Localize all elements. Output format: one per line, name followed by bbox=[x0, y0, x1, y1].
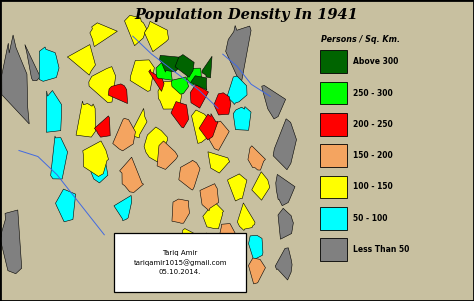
Polygon shape bbox=[55, 189, 76, 222]
FancyBboxPatch shape bbox=[114, 233, 246, 292]
Polygon shape bbox=[46, 91, 62, 132]
Polygon shape bbox=[114, 195, 132, 221]
Polygon shape bbox=[128, 108, 147, 138]
Polygon shape bbox=[248, 258, 265, 284]
Polygon shape bbox=[227, 76, 247, 104]
Polygon shape bbox=[200, 184, 219, 211]
Polygon shape bbox=[144, 127, 168, 162]
Polygon shape bbox=[179, 160, 200, 190]
Polygon shape bbox=[172, 199, 190, 223]
Polygon shape bbox=[113, 118, 136, 151]
Polygon shape bbox=[130, 60, 155, 92]
Text: Persons / Sq. Km.: Persons / Sq. Km. bbox=[321, 35, 400, 44]
Bar bbox=[320, 238, 347, 261]
Polygon shape bbox=[208, 121, 229, 150]
Polygon shape bbox=[157, 141, 178, 169]
Polygon shape bbox=[233, 107, 251, 130]
Polygon shape bbox=[191, 110, 211, 143]
Text: 250 - 300: 250 - 300 bbox=[353, 88, 393, 98]
Polygon shape bbox=[202, 56, 212, 78]
Polygon shape bbox=[228, 174, 247, 201]
Polygon shape bbox=[237, 203, 255, 231]
Text: Less Than 50: Less Than 50 bbox=[353, 245, 410, 254]
Polygon shape bbox=[125, 15, 146, 46]
Polygon shape bbox=[90, 23, 118, 47]
Polygon shape bbox=[262, 85, 286, 119]
Text: Tariq Amir
tariqamir1015@gmail.com
05.10.2014.: Tariq Amir tariqamir1015@gmail.com 05.10… bbox=[133, 250, 227, 275]
Polygon shape bbox=[160, 245, 180, 277]
Polygon shape bbox=[278, 208, 293, 239]
Polygon shape bbox=[158, 81, 182, 109]
Bar bbox=[320, 144, 347, 167]
Polygon shape bbox=[2, 35, 29, 124]
Text: 200 - 250: 200 - 250 bbox=[353, 120, 393, 129]
Polygon shape bbox=[191, 76, 207, 90]
Polygon shape bbox=[252, 172, 270, 200]
Bar bbox=[320, 207, 347, 229]
Polygon shape bbox=[94, 116, 110, 137]
Polygon shape bbox=[171, 77, 189, 94]
Polygon shape bbox=[199, 113, 218, 140]
Polygon shape bbox=[276, 174, 295, 206]
Polygon shape bbox=[89, 67, 116, 103]
Polygon shape bbox=[219, 224, 237, 244]
Polygon shape bbox=[119, 157, 144, 192]
Polygon shape bbox=[156, 60, 172, 80]
Text: 100 - 150: 100 - 150 bbox=[353, 182, 393, 191]
Polygon shape bbox=[275, 248, 292, 280]
Polygon shape bbox=[175, 54, 194, 77]
Text: 50 - 100: 50 - 100 bbox=[353, 214, 388, 223]
Polygon shape bbox=[149, 70, 164, 92]
Polygon shape bbox=[226, 26, 251, 85]
Polygon shape bbox=[208, 152, 230, 173]
Polygon shape bbox=[0, 210, 22, 274]
Bar bbox=[320, 50, 347, 73]
Polygon shape bbox=[248, 146, 265, 170]
Polygon shape bbox=[25, 45, 40, 81]
Polygon shape bbox=[181, 228, 200, 255]
Polygon shape bbox=[145, 21, 169, 52]
Bar bbox=[320, 113, 347, 135]
Bar bbox=[320, 82, 347, 104]
Polygon shape bbox=[108, 84, 128, 104]
Bar bbox=[320, 175, 347, 198]
Polygon shape bbox=[67, 45, 95, 75]
Text: Population Density In 1941: Population Density In 1941 bbox=[135, 8, 358, 22]
Polygon shape bbox=[248, 235, 263, 260]
Text: Above 300: Above 300 bbox=[353, 57, 399, 66]
Polygon shape bbox=[187, 68, 201, 85]
Polygon shape bbox=[171, 101, 189, 128]
Polygon shape bbox=[218, 260, 236, 282]
Text: 150 - 200: 150 - 200 bbox=[353, 151, 393, 160]
Polygon shape bbox=[190, 85, 209, 108]
Polygon shape bbox=[39, 47, 59, 81]
Polygon shape bbox=[91, 150, 108, 183]
Polygon shape bbox=[76, 101, 96, 137]
Polygon shape bbox=[203, 202, 224, 229]
Polygon shape bbox=[192, 233, 216, 261]
Polygon shape bbox=[214, 93, 231, 115]
Polygon shape bbox=[51, 136, 68, 179]
Polygon shape bbox=[83, 141, 109, 176]
Polygon shape bbox=[159, 55, 182, 72]
Polygon shape bbox=[273, 119, 297, 170]
